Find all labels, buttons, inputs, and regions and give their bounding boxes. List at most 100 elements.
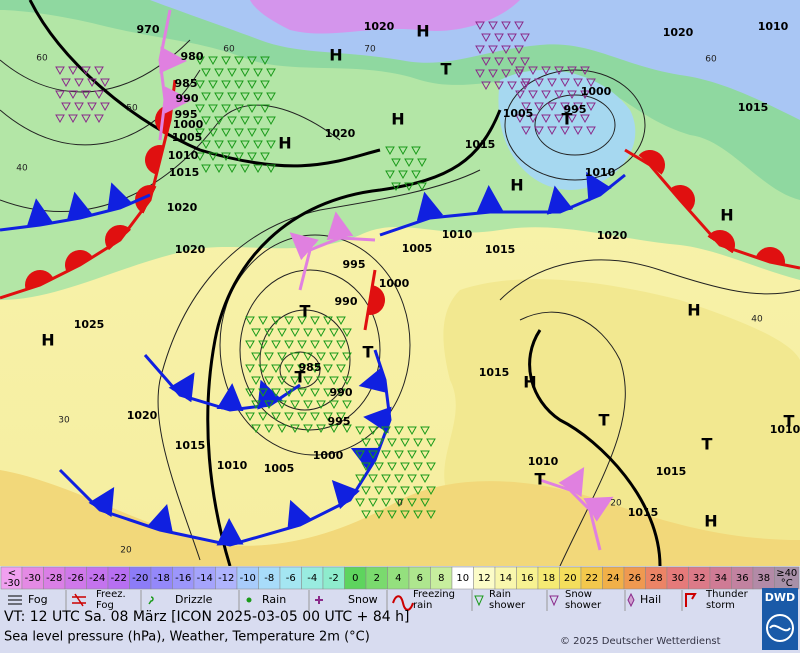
weather-symbol xyxy=(398,146,408,156)
weather-symbol xyxy=(411,146,421,156)
weather-symbol xyxy=(227,140,237,150)
weather-symbol xyxy=(560,78,570,88)
weather-symbol xyxy=(61,78,71,88)
weather-symbol xyxy=(501,45,511,55)
isobar-label: 1020 xyxy=(364,20,395,33)
scale-label: -12 xyxy=(218,573,234,584)
weather-symbol xyxy=(521,126,531,136)
isobar-label: 995 xyxy=(564,103,587,116)
weather-symbol xyxy=(494,57,504,67)
weather-symbol xyxy=(55,66,65,76)
weather-symbol xyxy=(290,424,300,434)
weather-symbols xyxy=(55,21,596,520)
scale-label: 24 xyxy=(607,573,620,584)
isobar-label: 1020 xyxy=(325,127,356,140)
weather-symbol xyxy=(284,316,294,326)
weather-symbol xyxy=(251,376,261,386)
isobar-label: 985 xyxy=(299,361,322,374)
weather-symbol xyxy=(374,462,384,472)
weather-symbol xyxy=(264,376,274,386)
weather-symbol xyxy=(195,152,205,162)
weather-symbol xyxy=(208,104,218,114)
temperature-label: 50 xyxy=(126,104,138,114)
scale-label: -2 xyxy=(329,573,339,584)
legend-label: Hail xyxy=(640,593,661,606)
isobar-label: 1015 xyxy=(175,439,206,452)
scale-label: 8 xyxy=(438,573,444,584)
weather-symbol xyxy=(342,328,352,338)
weather-symbol xyxy=(316,328,326,338)
legend-label: shower xyxy=(565,600,602,611)
weather-symbol xyxy=(481,81,491,91)
weather-symbol xyxy=(195,128,205,138)
weather-symbol xyxy=(253,164,263,174)
scale-label: 38 xyxy=(757,573,770,584)
weather-symbol xyxy=(387,462,397,472)
dwd-logo-text: DWD xyxy=(765,591,795,604)
weather-symbol xyxy=(541,66,551,76)
weather-symbol xyxy=(329,328,339,338)
isobar-label: 1025 xyxy=(74,318,105,331)
weather-symbol xyxy=(271,340,281,350)
scale-label: -18 xyxy=(154,573,170,584)
weather-symbol xyxy=(258,316,268,326)
scale-label: -10 xyxy=(240,573,256,584)
cold-front xyxy=(58,349,392,547)
dwd-logo xyxy=(762,588,798,650)
weather-symbol xyxy=(481,33,491,43)
weather-symbol xyxy=(290,328,300,338)
weather-symbol xyxy=(87,78,97,88)
weather-symbol xyxy=(271,388,281,398)
scale-label: -8 xyxy=(264,573,274,584)
weather-symbol xyxy=(247,56,257,66)
pressure-center: H xyxy=(416,22,429,41)
scale-label: -20 xyxy=(132,573,148,584)
legend-label: Snow xyxy=(565,589,592,600)
weather-symbol xyxy=(560,126,570,136)
pressure-center: H xyxy=(523,373,536,392)
isobar-label: 1000 xyxy=(173,118,204,131)
weather-symbol xyxy=(271,412,281,422)
weather-symbol xyxy=(475,45,485,55)
weather-symbol xyxy=(547,126,557,136)
weather-symbol xyxy=(355,450,365,460)
weather-symbol xyxy=(381,426,391,436)
weather-symbol xyxy=(258,364,268,374)
scale-label: -30 xyxy=(4,578,20,589)
weather-symbol xyxy=(361,510,371,520)
weather-symbol xyxy=(208,80,218,90)
weather-symbol xyxy=(214,92,224,102)
weather-symbol xyxy=(284,364,294,374)
temperature-zone-frost xyxy=(250,0,520,34)
weather-symbol xyxy=(342,400,352,410)
weather-symbol xyxy=(227,164,237,174)
scale-label: -6 xyxy=(286,573,296,584)
legend-icon xyxy=(246,597,252,603)
weather-symbol xyxy=(488,69,498,79)
weather-symbol xyxy=(266,164,276,174)
temperature-label: 70 xyxy=(364,45,376,55)
occluded-front xyxy=(289,211,376,291)
weather-symbol xyxy=(567,66,577,76)
weather-symbol xyxy=(573,102,583,112)
weather-symbol xyxy=(94,114,104,124)
pressure-center: H xyxy=(329,46,342,65)
weather-symbol xyxy=(413,438,423,448)
weather-symbol xyxy=(514,69,524,79)
weather-symbol xyxy=(253,116,263,126)
weather-symbol xyxy=(528,66,538,76)
weather-symbol xyxy=(260,152,270,162)
weather-symbol xyxy=(195,80,205,90)
isobar-label: 1005 xyxy=(503,107,534,120)
weather-symbol xyxy=(297,316,307,326)
legend-icon xyxy=(72,593,86,607)
temperature-label: 0 xyxy=(397,499,403,509)
isobar xyxy=(28,0,381,168)
weather-symbol xyxy=(277,424,287,434)
weather-symbol xyxy=(336,340,346,350)
weather-symbol xyxy=(245,388,255,398)
isobar-label: 990 xyxy=(335,295,358,308)
weather-symbol xyxy=(361,486,371,496)
weather-symbol xyxy=(266,68,276,78)
